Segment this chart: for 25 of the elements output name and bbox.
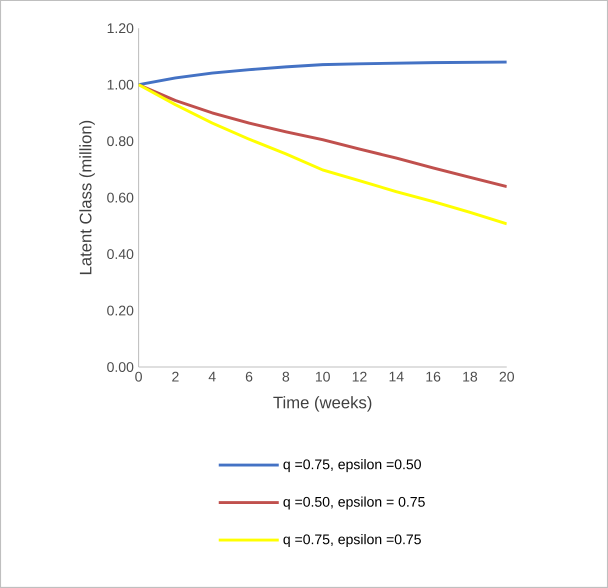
legend-label: q =0.50, epsilon = 0.75 bbox=[283, 496, 425, 510]
line-series bbox=[138, 83, 507, 226]
y-tick-label: 0.00 bbox=[107, 362, 134, 372]
x-tick-label: 12 bbox=[352, 372, 367, 382]
x-tick-label: 18 bbox=[463, 372, 478, 382]
y-tick-label: 0.40 bbox=[107, 249, 134, 260]
y-tick-label: 1.20 bbox=[108, 23, 134, 34]
x-tick-label: 2 bbox=[172, 372, 179, 382]
x-tick-label: 20 bbox=[500, 372, 514, 382]
line-series bbox=[138, 83, 507, 188]
x-tick-label: 4 bbox=[208, 372, 216, 382]
x-tick-label: 14 bbox=[390, 372, 404, 382]
x-tick-label: 6 bbox=[246, 372, 252, 382]
x-axis-title: Time (weeks) bbox=[273, 396, 372, 412]
y-tick-label: 1.00 bbox=[108, 80, 134, 90]
x-tick-label: 16 bbox=[426, 372, 440, 382]
legend-label: q =0.75, epsilon =0.75 bbox=[283, 534, 421, 548]
x-tick-label: 0 bbox=[135, 372, 142, 382]
y-tick-label: 0.20 bbox=[107, 306, 134, 316]
y-axis-title: Latent Class (million) bbox=[79, 120, 95, 274]
x-tick-label: 10 bbox=[316, 372, 330, 382]
y-tick-label: 0.60 bbox=[107, 192, 134, 203]
y-tick-label: 0.80 bbox=[107, 136, 134, 146]
legend-label: q =0.75, epsilon =0.50 bbox=[283, 459, 421, 472]
x-tick-label: 8 bbox=[282, 372, 290, 382]
